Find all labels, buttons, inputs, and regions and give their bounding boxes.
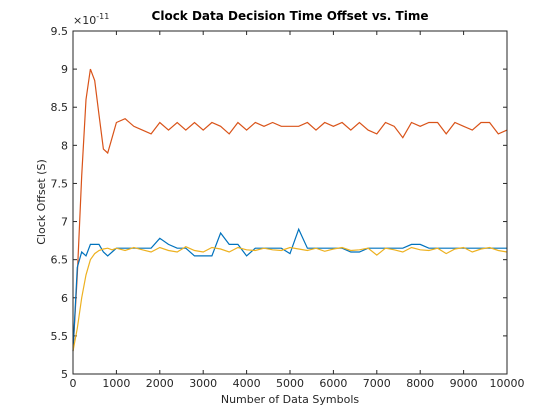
- y-tick-label: 5: [61, 368, 68, 381]
- x-tick-label: 5000: [276, 377, 304, 390]
- y-tick-label: 6: [61, 292, 68, 305]
- exponent-power: -11: [96, 12, 109, 21]
- series-line: [72, 227, 507, 352]
- x-axis-label: Number of Data Symbols: [221, 393, 360, 406]
- plot-frame: [72, 30, 508, 375]
- y-tick-label: 8.5: [51, 101, 69, 114]
- series-line: [72, 68, 508, 352]
- y-tick-label: 9: [61, 63, 68, 76]
- y-tick-label: 7.5: [51, 177, 69, 190]
- exponent-base: ×10: [73, 14, 96, 27]
- y-axis-label: Clock Offset (S): [35, 159, 48, 245]
- x-tick-label: 8000: [406, 377, 434, 390]
- x-tick-label: 7000: [363, 377, 391, 390]
- x-tick-label: 3000: [189, 377, 217, 390]
- x-tick-label: 2000: [146, 377, 174, 390]
- x-tick-label: 1000: [102, 377, 130, 390]
- y-tick-label: 9.5: [51, 25, 69, 38]
- x-tick-label: 9000: [450, 377, 478, 390]
- x-tick-label: 10000: [490, 377, 525, 390]
- y-tick-label: 7: [61, 216, 68, 229]
- y-tick-label: 8: [61, 139, 68, 152]
- y-tick-label: 6.5: [51, 254, 69, 267]
- x-tick-label: 4000: [233, 377, 261, 390]
- y-tick-label: 5.5: [51, 330, 69, 343]
- x-tick-label: 6000: [319, 377, 347, 390]
- series-line: [72, 246, 508, 352]
- exponent-label: ×10-11: [73, 12, 109, 27]
- chart-title: Clock Data Decision Time Offset vs. Time: [152, 9, 429, 23]
- x-tick-label: 0: [70, 377, 77, 390]
